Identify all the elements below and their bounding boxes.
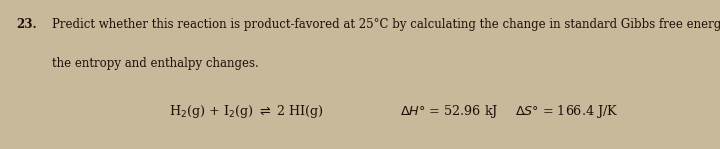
Text: 23.: 23.: [16, 18, 37, 31]
Text: Predict whether this reaction is product-favored at 25°C by calculating the chan: Predict whether this reaction is product…: [52, 18, 720, 31]
Text: H$_2$(g) + I$_2$(g) $\rightleftharpoons$ 2 HI(g): H$_2$(g) + I$_2$(g) $\rightleftharpoons$…: [169, 103, 324, 120]
Text: $\Delta S°$ = 166.4 J/K: $\Delta S°$ = 166.4 J/K: [515, 103, 618, 120]
Text: $\Delta H°$ = 52.96 kJ: $\Delta H°$ = 52.96 kJ: [400, 103, 498, 120]
Text: the entropy and enthalpy changes.: the entropy and enthalpy changes.: [52, 57, 258, 70]
